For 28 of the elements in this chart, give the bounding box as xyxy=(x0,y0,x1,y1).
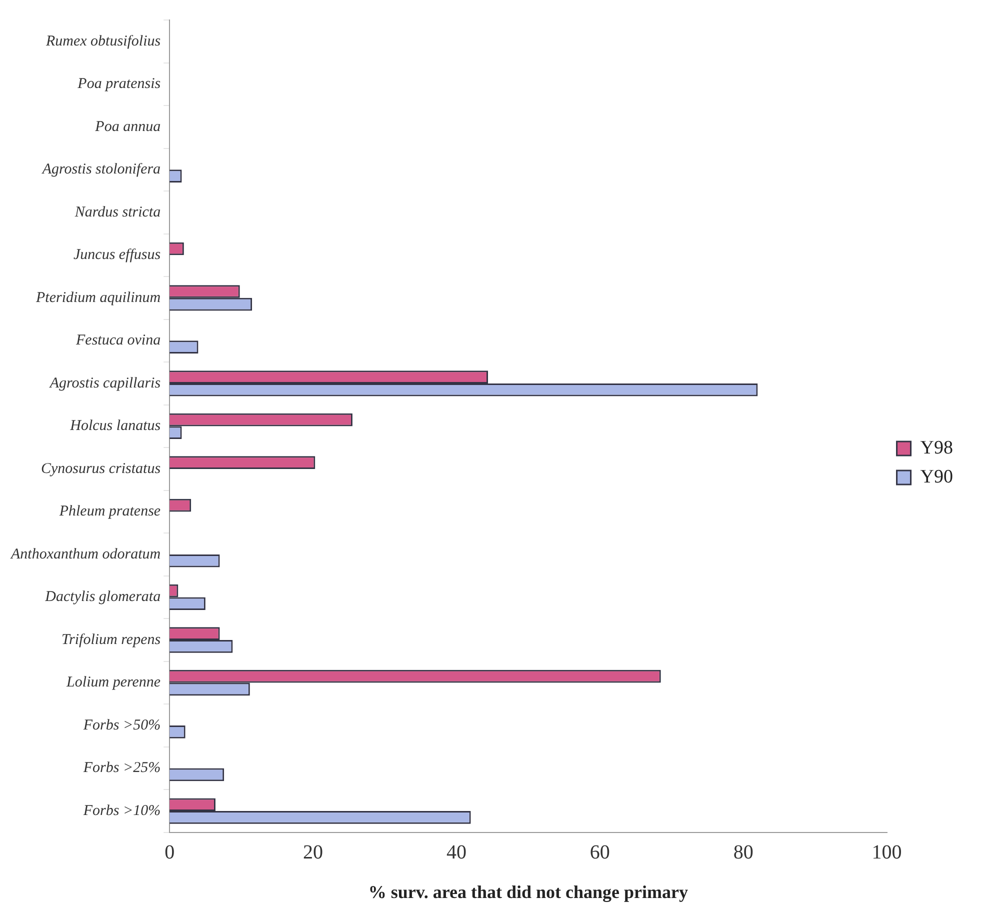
x-axis-title: % surv. area that did not change primary xyxy=(368,882,688,902)
y-tick-label: Anthoxanthum odoratum xyxy=(10,546,161,562)
y-tick-label: Lolium perenne xyxy=(66,674,161,691)
x-tick-label: 40 xyxy=(446,842,466,864)
y-tick-label: Festuca ovina xyxy=(75,332,161,349)
y-tick-label: Forbs >10% xyxy=(82,802,161,819)
y-tick-label: Cynosurus cristatus xyxy=(40,460,161,477)
x-tick-label: 0 xyxy=(164,842,175,864)
y-tick-label: Rumex obtusifolius xyxy=(44,33,161,50)
y-tick-label: Agrostis capillaris xyxy=(48,375,161,392)
x-tick-label: 60 xyxy=(590,842,610,864)
y-tick-label: Poa annua xyxy=(94,118,161,135)
y-tick-label: Poa pratensis xyxy=(76,76,161,92)
y-tick-label: Forbs >50% xyxy=(82,717,161,734)
y-tick-label: Nardus stricta xyxy=(74,204,161,220)
x-tick-label: 80 xyxy=(733,842,754,864)
x-tick-label: 20 xyxy=(303,842,324,864)
y-tick-label: Juncus effusus xyxy=(73,247,161,264)
x-tick-label: 100 xyxy=(872,842,902,864)
legend-label: Y90 xyxy=(920,466,954,488)
y-tick-label: Phleum pratense xyxy=(58,504,161,520)
y-tick-label: Dactylis glomerata xyxy=(44,589,161,606)
y-tick-label: Holcus lanatus xyxy=(69,418,161,434)
y-tick-label: Trifolium repens xyxy=(62,632,161,648)
y-tick-label: Pteridium aquilinum xyxy=(34,290,161,306)
y-tick-label: Forbs >25% xyxy=(82,760,161,776)
y-tick-label: Agrostis stolonifera xyxy=(41,162,161,178)
legend-label: Y98 xyxy=(920,437,954,458)
